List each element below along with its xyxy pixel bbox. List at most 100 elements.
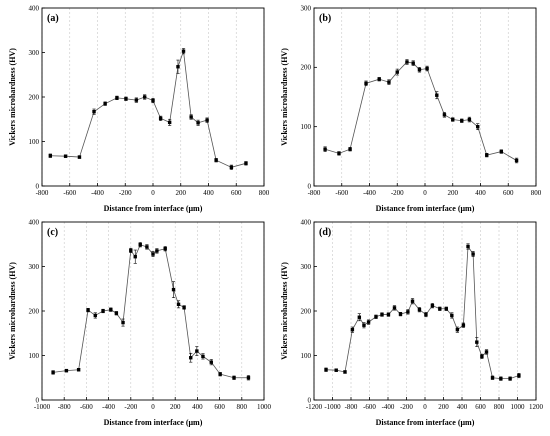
data-point xyxy=(195,349,199,353)
data-point xyxy=(386,312,391,317)
chart-panel-b: -800 -600 -400 -200 0 200 400 600 800 0 100 200 300 D… xyxy=(280,4,542,213)
data-point xyxy=(124,97,128,101)
x-tick-label: -400 xyxy=(363,189,376,197)
data-point xyxy=(189,356,193,360)
x-tick-label: -200 xyxy=(119,189,132,197)
data-point xyxy=(392,306,397,310)
series-line xyxy=(53,244,249,379)
data-point xyxy=(395,70,399,74)
y-tick-label: 200 xyxy=(29,307,40,315)
panel-label: (d) xyxy=(319,227,331,238)
x-axis-title: Distance from interface (μm) xyxy=(104,418,203,427)
y-tick-label: 200 xyxy=(301,307,312,315)
data-point xyxy=(348,147,352,151)
y-tick-label: 400 xyxy=(29,4,40,12)
chart-panel-a: -800 -600 -400 -200 0 200 400 600 800 0 100 200 300 4… xyxy=(8,4,270,213)
y-tick-label: 400 xyxy=(301,218,312,226)
x-tick-label: -200 xyxy=(124,403,137,411)
data-point xyxy=(450,313,454,318)
data-point xyxy=(387,80,391,84)
data-point xyxy=(476,124,480,129)
x-axis-title: Distance from interface (μm) xyxy=(376,204,475,213)
series-line xyxy=(324,61,517,161)
x-tick-label: 400 xyxy=(475,189,486,197)
data-point xyxy=(209,360,213,364)
data-point xyxy=(451,117,455,122)
data-point xyxy=(214,158,218,162)
data-point xyxy=(51,370,55,375)
x-tick-label: -1000 xyxy=(324,403,341,411)
y-tick-label: 300 xyxy=(301,4,312,12)
data-point xyxy=(343,370,347,374)
x-tick-label: -400 xyxy=(382,403,395,411)
panel-label: (b) xyxy=(319,13,331,24)
data-point xyxy=(76,368,81,372)
data-point xyxy=(398,312,403,316)
data-point xyxy=(244,161,248,166)
data-point xyxy=(101,309,105,313)
data-point xyxy=(229,165,234,170)
data-point xyxy=(121,320,125,325)
y-tick-label: 0 xyxy=(36,396,40,404)
data-point xyxy=(103,101,107,106)
x-tick-label: -600 xyxy=(63,189,76,197)
data-point xyxy=(444,307,448,311)
data-point xyxy=(155,249,159,253)
x-tick-label: 800 xyxy=(259,189,270,197)
data-point xyxy=(167,120,172,125)
data-point xyxy=(48,154,53,158)
x-tick-label: 200 xyxy=(176,189,187,197)
x-tick-label: -800 xyxy=(345,403,358,411)
chart-panel-c: -1000 -800 -600 -400 -200 0 200 400 600 800 1000 0 1… xyxy=(8,218,272,427)
y-tick-label: 400 xyxy=(29,218,40,226)
data-point xyxy=(205,118,209,122)
y-tick-label: 200 xyxy=(301,64,312,72)
series-line xyxy=(326,245,520,380)
data-point xyxy=(442,113,447,117)
data-point xyxy=(171,287,176,292)
y-tick-label: 0 xyxy=(308,396,312,404)
data-point xyxy=(514,158,519,163)
series-line xyxy=(50,51,247,168)
data-point xyxy=(196,121,200,125)
y-tick-label: 0 xyxy=(308,182,312,190)
y-tick-label: 200 xyxy=(29,93,40,101)
data-point xyxy=(77,155,82,159)
data-point xyxy=(158,116,163,121)
data-point xyxy=(350,327,355,332)
data-point xyxy=(182,305,186,310)
data-point xyxy=(460,119,464,123)
y-axis-title: Vickers microhardness (HV) xyxy=(8,262,17,360)
data-point xyxy=(485,153,489,157)
data-point xyxy=(366,320,371,324)
panel-label: (a) xyxy=(47,13,59,24)
x-tick-label: 0 xyxy=(151,403,155,411)
x-axis-title: Distance from interface (μm) xyxy=(104,204,203,213)
data-point xyxy=(467,117,472,122)
data-point xyxy=(115,96,119,100)
data-point xyxy=(424,312,428,317)
data-point xyxy=(189,115,193,119)
chart-panel-d: -1200 -1000 -800 -600 -400 -200 0 200 400 600 800 1… xyxy=(280,218,544,427)
data-point xyxy=(466,244,470,249)
x-tick-label: 400 xyxy=(203,189,214,197)
data-point xyxy=(480,354,484,359)
x-tick-label: -600 xyxy=(335,189,348,197)
data-point xyxy=(484,350,489,354)
data-point xyxy=(246,376,251,380)
y-tick-label: 0 xyxy=(36,182,40,190)
x-tick-label: 200 xyxy=(448,189,459,197)
data-point xyxy=(475,340,479,344)
y-tick-label: 300 xyxy=(29,263,40,271)
data-point xyxy=(181,49,186,53)
data-point xyxy=(425,66,429,71)
x-tick-label: -800 xyxy=(58,403,71,411)
data-point xyxy=(232,376,236,380)
data-point xyxy=(134,98,139,102)
data-point xyxy=(364,81,368,86)
x-tick-label: 400 xyxy=(192,403,203,411)
x-tick-label: 600 xyxy=(503,189,514,197)
y-axis-title: Vickers microhardness (HV) xyxy=(280,262,289,360)
data-point xyxy=(142,95,147,99)
data-point xyxy=(114,311,119,315)
